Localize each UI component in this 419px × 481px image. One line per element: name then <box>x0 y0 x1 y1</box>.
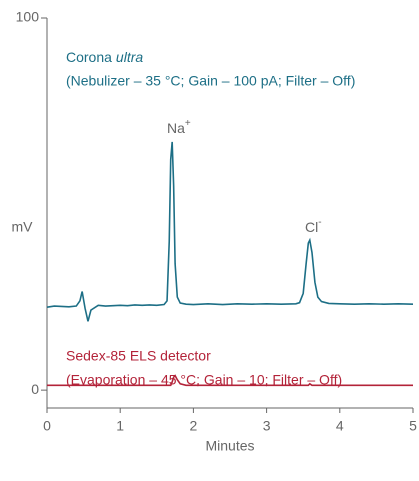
y-tick-label: 100 <box>16 9 40 25</box>
series-line <box>46 141 414 322</box>
peak-label: Cl- <box>305 217 322 235</box>
x-tick-label: 3 <box>263 418 271 434</box>
peak-name: Na <box>167 120 185 136</box>
y-tick-label: 0 <box>31 381 39 397</box>
series-settings: (Nebulizer – 35 °C; Gain – 100 pA; Filte… <box>66 73 355 89</box>
series-name: Corona <box>66 49 112 65</box>
series-name: Sedex-85 ELS detector <box>66 348 211 364</box>
series-label: Corona ultra <box>66 49 143 65</box>
x-tick-label: 1 <box>116 418 124 434</box>
series-line <box>47 374 413 387</box>
peak-label: Na+ <box>167 118 191 136</box>
peak-charge: + <box>185 118 191 129</box>
series-name-italic: ultra <box>116 49 143 65</box>
x-tick-label: 2 <box>190 418 198 434</box>
x-tick-label: 0 <box>43 418 51 434</box>
peak-name: Cl <box>305 219 318 235</box>
x-tick-label: 5 <box>409 418 417 434</box>
x-tick-label: 4 <box>336 418 344 434</box>
peak-charge: - <box>318 217 321 228</box>
x-axis-label: Minutes <box>205 438 254 454</box>
series-settings: (Evaporation – 45 °C; Gain – 10; Filter … <box>66 372 342 388</box>
y-axis-label: mV <box>12 219 34 235</box>
